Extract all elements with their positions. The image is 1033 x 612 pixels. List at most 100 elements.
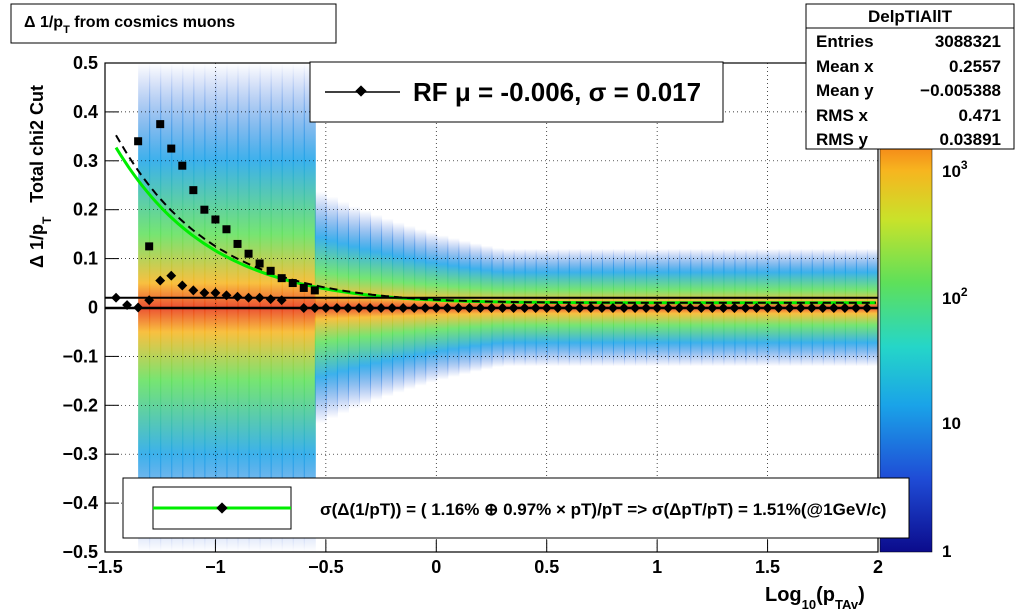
sigma-marker xyxy=(277,274,286,283)
z-tick-10: 10 xyxy=(942,414,961,433)
mean-marker xyxy=(574,303,585,313)
sigma-marker xyxy=(189,186,198,195)
stats-box: DelpTIAllT Entries 3088321 Mean x 0.2557… xyxy=(805,3,1015,150)
y-tick-label: 0.3 xyxy=(73,151,98,171)
mean-marker xyxy=(376,303,387,313)
mean-marker xyxy=(177,280,188,291)
x-axis: −1.5 −1 −0.5 0 0.5 1 1.5 2 xyxy=(87,540,883,577)
mean-marker xyxy=(265,294,276,305)
y-tick-label: 0 xyxy=(88,298,98,318)
mean-marker xyxy=(773,303,784,313)
x-tick-label: 0 xyxy=(431,557,441,577)
sigma-marker xyxy=(178,161,187,170)
z-tick-1000: 103 xyxy=(942,158,968,181)
mean-marker xyxy=(409,303,420,313)
mean-marker xyxy=(839,303,850,313)
x-tick-label: 0.5 xyxy=(534,557,559,577)
mean-marker xyxy=(199,287,210,298)
mean-marker xyxy=(530,303,541,313)
mean-marker xyxy=(365,303,375,313)
mean-marker xyxy=(862,303,872,313)
mean-marker xyxy=(453,303,464,313)
sigma-marker xyxy=(288,279,297,288)
x-tick-label: 2 xyxy=(873,557,883,577)
z-tick-100: 102 xyxy=(942,285,968,308)
sigma-marker xyxy=(167,144,176,153)
x-tick-label: −0.5 xyxy=(308,557,344,577)
x-axis-title: Log10(pTAv) xyxy=(765,584,865,612)
sigma-marker xyxy=(310,286,319,295)
stats-value-entries: 3088321 xyxy=(935,32,1001,51)
mean-marker xyxy=(795,303,806,313)
sigma-marker xyxy=(266,266,275,275)
mean-marker xyxy=(552,303,563,313)
sigma-marker xyxy=(156,120,165,129)
stats-value-rmsx: 0.471 xyxy=(958,106,1001,125)
mean-marker xyxy=(387,303,398,313)
mean-marker xyxy=(254,292,265,303)
z-tick-1: 1 xyxy=(942,542,951,561)
mean-marker xyxy=(475,303,486,313)
mean-marker xyxy=(354,303,364,313)
data-markers xyxy=(111,120,872,313)
fit-legend-text: σ(Δ(1/pT)) = ( 1.16% ⊕ 0.97% × pT)/pT =>… xyxy=(320,500,886,519)
mean-marker xyxy=(497,303,508,313)
stats-label-meany: Mean y xyxy=(816,81,874,100)
sigma-marker xyxy=(244,249,253,258)
mean-marker xyxy=(608,303,618,313)
rf-legend-text: RF μ = -0.006, σ = 0.017 xyxy=(413,77,701,107)
mean-marker xyxy=(729,303,740,313)
mean-marker xyxy=(762,303,773,313)
mean-marker xyxy=(596,303,607,313)
y-tick-label: −0.2 xyxy=(62,395,98,415)
y-axis: −0.5 −0.4 −0.3 −0.2 −0.1 0 0.1 0.2 0.3 0.4 0.5 xyxy=(62,53,119,562)
y-tick-label: 0.5 xyxy=(73,53,98,73)
mean-marker xyxy=(210,287,221,298)
mean-marker xyxy=(188,285,199,296)
stats-value-meany: −0.005388 xyxy=(920,81,1001,100)
mean-marker xyxy=(585,303,596,313)
mean-marker xyxy=(133,302,144,313)
mean-marker xyxy=(464,303,475,313)
stats-value-rmsy: 0.03891 xyxy=(940,130,1001,149)
mean-marker xyxy=(243,292,254,303)
sigma-marker xyxy=(145,242,154,251)
y-tick-label: −0.3 xyxy=(62,444,98,464)
mean-marker xyxy=(850,303,861,313)
mean-marker xyxy=(342,303,353,313)
mean-marker xyxy=(817,303,828,313)
sigma-marker xyxy=(200,205,209,214)
mean-marker xyxy=(298,303,309,313)
sigma-marker xyxy=(255,259,264,268)
mean-marker xyxy=(707,303,718,313)
mean-marker xyxy=(696,303,707,313)
mean-marker xyxy=(309,303,320,313)
mean-marker xyxy=(806,303,817,313)
sigma-marker xyxy=(134,137,143,146)
fit-legend: σ(Δ(1/pT)) = ( 1.16% ⊕ 0.97% × pT)/pT =>… xyxy=(122,477,910,539)
mean-marker xyxy=(431,303,442,313)
mean-marker xyxy=(685,303,696,313)
mean-marker xyxy=(619,303,629,313)
mean-marker xyxy=(221,290,232,301)
mean-marker xyxy=(320,303,331,313)
title-box: Δ 1/pT from cosmics muons xyxy=(10,3,337,44)
mean-marker xyxy=(276,295,287,306)
x-tick-label: −1 xyxy=(205,557,226,577)
y-axis-title: Δ 1/pTTotal chi2 Cut xyxy=(27,85,54,268)
mean-marker xyxy=(674,303,685,313)
mean-marker xyxy=(751,303,762,313)
mean-marker xyxy=(155,275,166,286)
mean-marker xyxy=(166,270,177,281)
sigma-marker xyxy=(211,215,220,224)
mean-marker xyxy=(784,303,795,313)
stats-label-rmsx: RMS x xyxy=(816,106,869,125)
sigma-marker xyxy=(233,239,242,248)
stats-value-meanx: 0.2557 xyxy=(949,57,1001,76)
mean-marker xyxy=(563,303,574,313)
stats-name: DelpTIAllT xyxy=(868,7,953,26)
mean-marker xyxy=(652,303,663,313)
mean-marker xyxy=(442,303,453,313)
mean-marker xyxy=(718,303,729,313)
